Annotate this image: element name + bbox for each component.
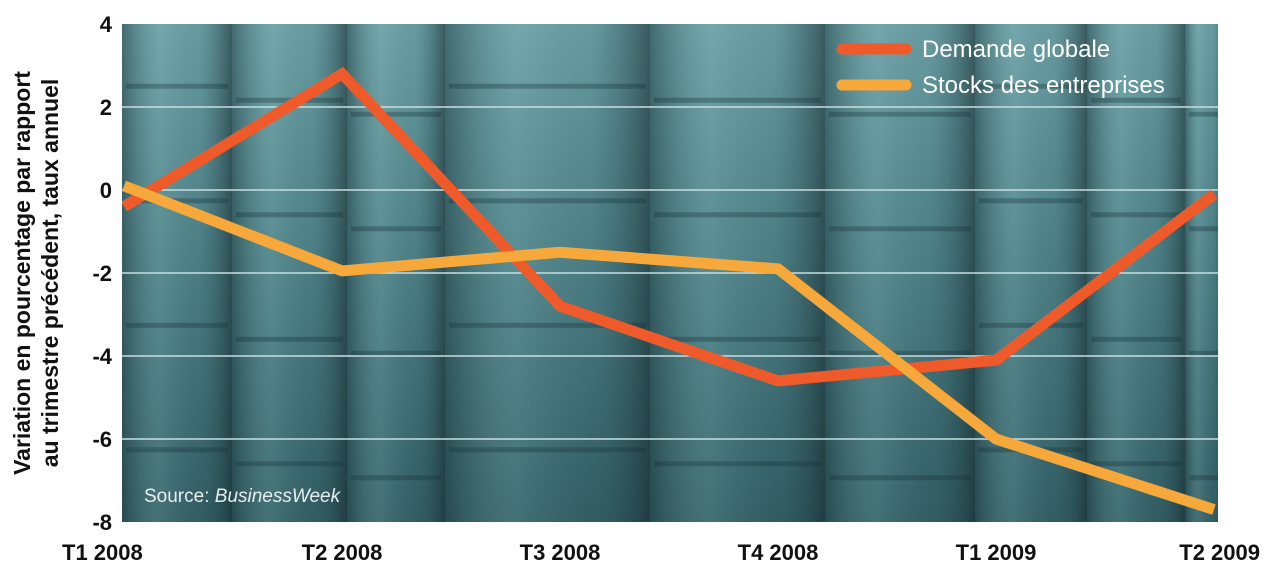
x-tick-label: T2 2008: [302, 540, 383, 565]
y-tick-label: 0: [100, 178, 112, 203]
barrel-rib: [126, 83, 228, 89]
barrel-rib: [351, 226, 441, 232]
barrel-rib: [449, 198, 646, 204]
barrel-rib: [449, 447, 646, 453]
barrel-rib: [449, 322, 646, 328]
legend-label-demande: Demande globale: [922, 36, 1110, 63]
y-axis-ticks: 4 2 0 -2 -4 -6 -8: [92, 12, 112, 535]
y-tick-label: -8: [92, 510, 112, 535]
y-tick-label: 4: [100, 12, 113, 37]
series-line-stocks-entreprises: [122, 180, 1216, 515]
barrel-rib: [1189, 111, 1218, 117]
barrel-rib: [351, 475, 441, 481]
y-axis-label-line-2: au trimestre précédent, taux annuel: [37, 79, 63, 468]
x-tick-label: T3 2008: [520, 540, 601, 565]
y-tick-label: -6: [92, 427, 112, 452]
y-tick-label: -2: [92, 261, 112, 286]
barrel-rib: [351, 111, 441, 117]
barrel-rib: [1091, 461, 1181, 467]
series-line-demande-globale: [122, 66, 1218, 387]
legend: Demande globale Stocks des entreprises: [836, 36, 1165, 99]
barrel-rib: [236, 461, 343, 467]
barrel-rib: [126, 447, 228, 453]
barrel-rib: [126, 322, 228, 328]
barrel-rib: [1091, 97, 1181, 103]
y-tick-label: -4: [92, 344, 112, 369]
barrel-rib: [979, 322, 1083, 328]
barrel-rib: [1189, 350, 1218, 356]
y-tick-label: 2: [100, 95, 112, 120]
barrel-rib: [654, 336, 821, 342]
gridlines: [122, 106, 1218, 440]
barrel-rib: [979, 198, 1083, 204]
barrel-rib: [1189, 475, 1218, 481]
x-tick-label: T1 2008: [62, 540, 143, 565]
barrel-rib: [449, 83, 646, 89]
barrel-rib: [236, 336, 343, 342]
barrel-rib: [829, 350, 971, 356]
x-tick-label: T4 2008: [738, 540, 819, 565]
barrel-rib: [829, 111, 971, 117]
x-tick-label: T2 2009: [1179, 540, 1260, 565]
source-name: BusinessWeek: [215, 486, 342, 507]
x-tick-label: T1 2009: [956, 540, 1037, 565]
barrel-rib: [1091, 212, 1181, 218]
barrel-rib: [654, 461, 821, 467]
barrel-rib: [236, 212, 343, 218]
source-note: Source: BusinessWeek: [144, 486, 342, 507]
barrel-rib: [351, 350, 441, 356]
barrel-rib: [829, 226, 971, 232]
barrel-rib: [654, 97, 821, 103]
barrel-rib: [829, 475, 971, 481]
legend-label-stocks: Stocks des entreprises: [922, 72, 1165, 99]
barrel-rib: [1189, 226, 1218, 232]
source-label: Source:: [144, 486, 215, 507]
barrel-rib: [654, 212, 821, 218]
y-axis-label-line-1: Variation en pourcentage par rapport: [9, 71, 35, 475]
barrel-rib: [979, 83, 1083, 89]
series-lines: [122, 66, 1218, 515]
x-axis-ticks: T1 2008 T2 2008 T3 2008 T4 2008 T1 2009 T2 20…: [62, 540, 1260, 565]
barrel-rib: [1091, 336, 1181, 342]
